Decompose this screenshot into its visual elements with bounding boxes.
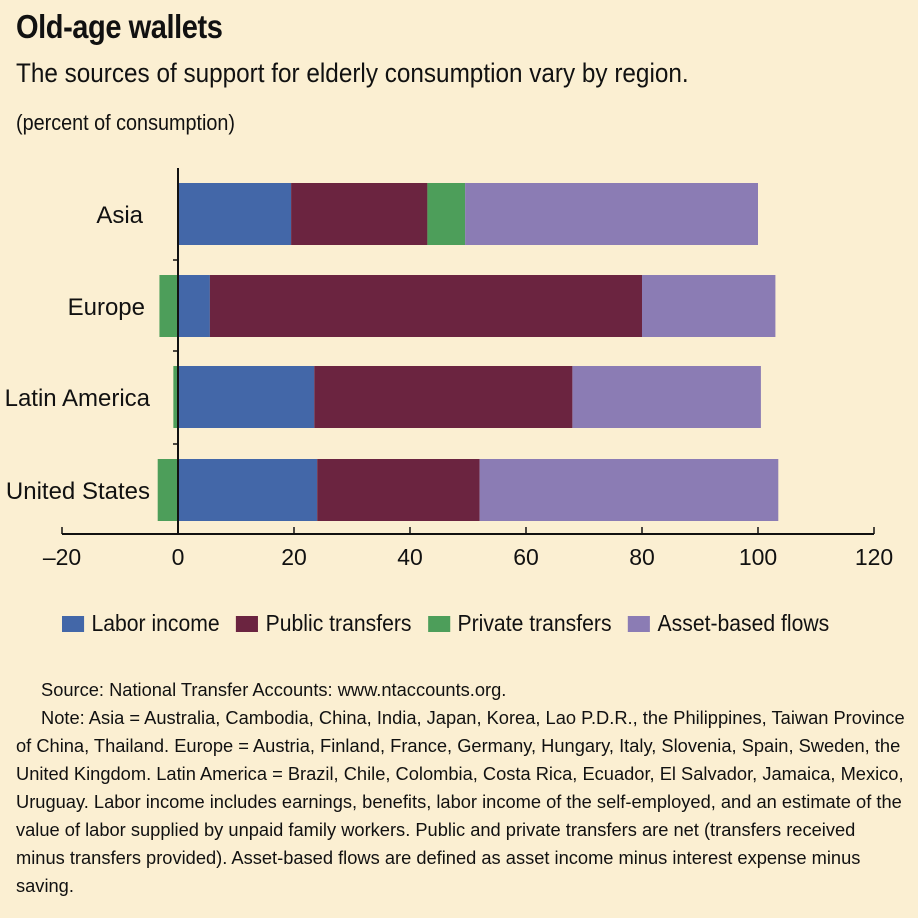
x-tick-label: 40 — [397, 544, 423, 570]
bar-segment — [314, 366, 573, 428]
bar-segment — [178, 459, 318, 521]
stacked-bar-chart: Asia Europe Latin America United States –20 0… — [5, 168, 893, 570]
bar-segment — [479, 459, 779, 521]
source-note: Source: National Transfer Accounts: www.… — [41, 679, 507, 700]
legend-item: Public transfers — [236, 610, 411, 637]
legend-swatch — [62, 615, 85, 632]
chart-subtitle: The sources of support for elderly consu… — [16, 58, 689, 88]
x-tick-label: 80 — [629, 544, 655, 570]
legend-label: Labor income — [91, 610, 220, 636]
legend-swatch — [236, 615, 259, 632]
bar-segment — [209, 275, 642, 337]
bar-segment — [178, 275, 210, 337]
legend-swatch — [428, 615, 451, 632]
category-label: United States — [6, 478, 150, 505]
chart-title: Old-age wallets — [16, 8, 223, 45]
bar-segment — [642, 275, 776, 337]
legend-label: Asset-based flows — [657, 610, 830, 636]
category-label: Europe — [68, 294, 145, 321]
legend-item: Asset-based flows — [628, 610, 829, 637]
x-tick-label: 0 — [172, 544, 185, 570]
legend-label: Private transfers — [457, 610, 612, 636]
bar-segment — [157, 459, 178, 521]
x-tick-label: 120 — [855, 544, 893, 570]
bar-segment — [178, 366, 315, 428]
bar-segment — [427, 183, 466, 245]
legend-item: Private transfers — [428, 610, 612, 637]
legend-item: Labor income — [62, 610, 220, 637]
bar-segment — [317, 459, 480, 521]
category-label: Asia — [96, 202, 143, 229]
legend-swatch — [628, 615, 651, 632]
bar-segment — [159, 275, 178, 337]
bar-segment — [173, 366, 178, 428]
bar-segment — [572, 366, 761, 428]
legend: Labor income Public transfers Private tran… — [62, 610, 846, 637]
x-tick-label: 20 — [281, 544, 307, 570]
bar-segment — [291, 183, 428, 245]
legend-label: Public transfers — [265, 610, 412, 636]
footnote: Note: Asia = Australia, Cambodia, China,… — [16, 707, 905, 896]
category-label: Latin America — [5, 385, 151, 412]
x-tick-label: 100 — [739, 544, 777, 570]
bar-segment — [178, 183, 292, 245]
bar-segment — [465, 183, 758, 245]
x-tick-label: 60 — [513, 544, 539, 570]
notes: Source: National Transfer Accounts: www.… — [16, 676, 906, 900]
x-tick-label: –20 — [43, 544, 81, 570]
unit-label: (percent of consumption) — [16, 110, 236, 135]
